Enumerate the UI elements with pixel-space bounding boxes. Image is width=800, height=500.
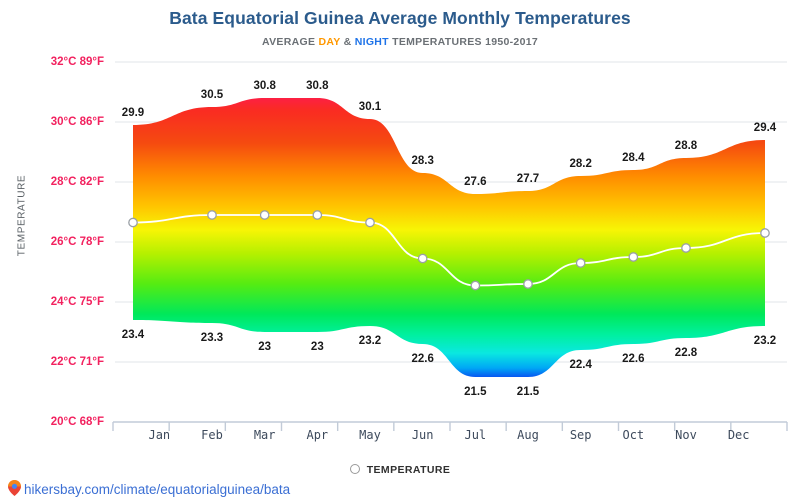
day-value-label: 28.2	[569, 158, 591, 170]
night-value-label: 23.3	[201, 332, 223, 344]
day-value-label: 27.7	[517, 173, 539, 185]
day-value-label: 30.5	[201, 89, 224, 101]
night-value-label: 21.5	[517, 386, 540, 398]
x-axis-tick-label: Apr	[306, 428, 329, 442]
night-value-label: 22.6	[622, 353, 644, 365]
night-value-label: 23.2	[754, 335, 776, 347]
night-value-label: 22.8	[675, 347, 698, 359]
source-url[interactable]: hikersbay.com/climate/equatorialguinea/b…	[24, 481, 291, 497]
subtitle-suffix: TEMPERATURES 1950-2017	[388, 36, 538, 48]
day-value-label: 27.6	[464, 176, 486, 188]
circle-marker-icon	[349, 464, 360, 475]
x-axis-tick-label: Sep	[569, 428, 592, 442]
x-axis-tick-label: Feb	[201, 428, 223, 442]
y-axis-tick-label: 22°C 71°F	[50, 356, 104, 368]
x-axis-tick-label: Jan	[148, 428, 171, 442]
y-axis-tick-label: 28°C 82°F	[50, 176, 104, 188]
subtitle-prefix: AVERAGE	[262, 36, 319, 48]
x-axis-tick-label: Aug	[517, 428, 539, 442]
day-value-label: 30.1	[359, 101, 382, 113]
day-value-label: 29.4	[754, 122, 777, 134]
day-value-label: 28.8	[675, 140, 698, 152]
y-axis-tick-label: 30°C 86°F	[50, 116, 104, 128]
night-value-label: 23	[311, 341, 324, 353]
subtitle-night: NIGHT	[354, 36, 389, 48]
chart-legend[interactable]: TEMPERATURE	[0, 464, 800, 476]
y-axis-tick-label: 26°C 78°F	[50, 236, 104, 248]
x-axis-tick-label: Nov	[675, 428, 697, 442]
day-value-label: 30.8	[306, 80, 329, 92]
y-axis-tick-label: 20°C 68°F	[50, 416, 104, 428]
day-value-label: 28.3	[411, 155, 433, 167]
x-axis-tick-label: Mar	[253, 428, 276, 442]
y-axis-tick-label: 32°C 89°F	[50, 56, 104, 68]
x-axis-tick-label: Dec	[727, 428, 750, 442]
day-value-label: 29.9	[122, 107, 144, 119]
night-value-label: 23	[258, 341, 271, 353]
night-value-label: 21.5	[464, 386, 487, 398]
subtitle-amp: &	[340, 36, 355, 48]
x-axis-tick-label: May	[359, 428, 381, 442]
x-axis-tick-label: Jul	[464, 428, 487, 442]
night-value-label: 23.4	[122, 329, 145, 341]
page-title: Bata Equatorial Guinea Average Monthly T…	[169, 8, 631, 28]
night-value-label: 22.6	[411, 353, 433, 365]
subtitle-day: DAY	[318, 36, 341, 48]
night-value-label: 22.4	[569, 359, 592, 371]
y-axis-tick-label: 24°C 75°F	[50, 296, 104, 308]
x-axis-tick-label: Oct	[622, 428, 645, 442]
night-value-label: 23.2	[359, 335, 381, 347]
day-value-label: 30.8	[253, 80, 276, 92]
x-axis-tick-label: Jun	[411, 428, 434, 442]
day-value-label: 28.4	[622, 152, 645, 164]
source-footer[interactable]: hikersbay.com/climate/equatorialguinea/b…	[8, 480, 290, 497]
map-pin-icon	[8, 480, 21, 496]
legend-label: TEMPERATURE	[366, 464, 451, 477]
chart-subtitle: AVERAGE DAY & NIGHT TEMPERATURES 1950-20…	[0, 36, 800, 48]
